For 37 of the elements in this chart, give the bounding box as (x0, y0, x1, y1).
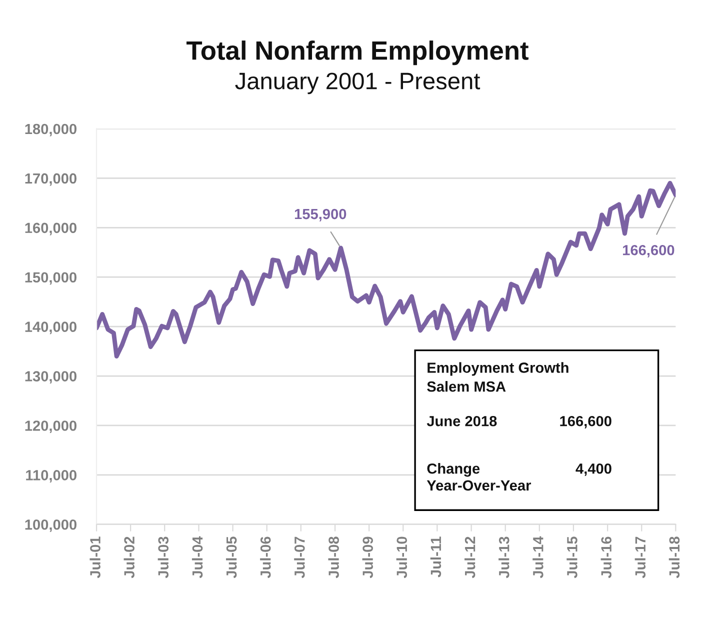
y-tick-label: 120,000 (25, 420, 76, 434)
y-tick-label: 160,000 (25, 222, 76, 236)
y-tick-label: 140,000 (25, 322, 76, 334)
annotation: June 2018 (426, 416, 497, 426)
x-tick-label: Jul-07 (294, 536, 305, 578)
x-tick-label: Jul-14 (532, 536, 544, 578)
annotation: Change Year-Over-Year (426, 463, 532, 491)
chart-title: Total Nonfarm Employment (186, 40, 528, 66)
y-tick-label: 180,000 (25, 124, 76, 136)
annotation: 166,600 (623, 244, 674, 258)
y-tick-label: 170,000 (25, 173, 76, 186)
x-tick-label: Jul-02 (124, 536, 134, 578)
x-tick-label: Jul-09 (362, 536, 373, 578)
y-tick-label: 100,000 (25, 519, 76, 532)
x-tick-label: Jul-06 (260, 536, 271, 578)
annotation: Employment Growth Salem MSA (427, 362, 568, 392)
x-tick-label: Jul-11 (430, 536, 442, 578)
annotation: 4,400 (576, 463, 612, 476)
annotation: 155,900 (294, 208, 346, 222)
x-tick-label: Jul-18 (668, 536, 680, 578)
x-tick-label: Jul-04 (192, 536, 203, 578)
x-tick-label: Jul-01 (90, 536, 100, 578)
y-tick-label: 130,000 (25, 371, 76, 384)
x-tick-label: Jul-08 (328, 536, 339, 578)
chart-subtitle: January 2001 - Present (235, 72, 480, 94)
x-tick-label: Jul-05 (226, 536, 237, 578)
x-tick-label: Jul-15 (566, 536, 578, 578)
x-tick-label: Jul-13 (498, 536, 510, 578)
x-tick-label: Jul-10 (396, 536, 408, 578)
x-tick-label: Jul-16 (600, 536, 612, 578)
x-tick-label: Jul-12 (464, 536, 476, 578)
y-tick-label: 150,000 (25, 272, 76, 285)
x-tick-label: Jul-03 (158, 536, 169, 578)
annotation: 166,600 (560, 416, 612, 428)
y-tick-label: 110,000 (26, 470, 76, 482)
x-tick-label: Jul-17 (634, 536, 646, 578)
line-series (96, 180, 676, 358)
